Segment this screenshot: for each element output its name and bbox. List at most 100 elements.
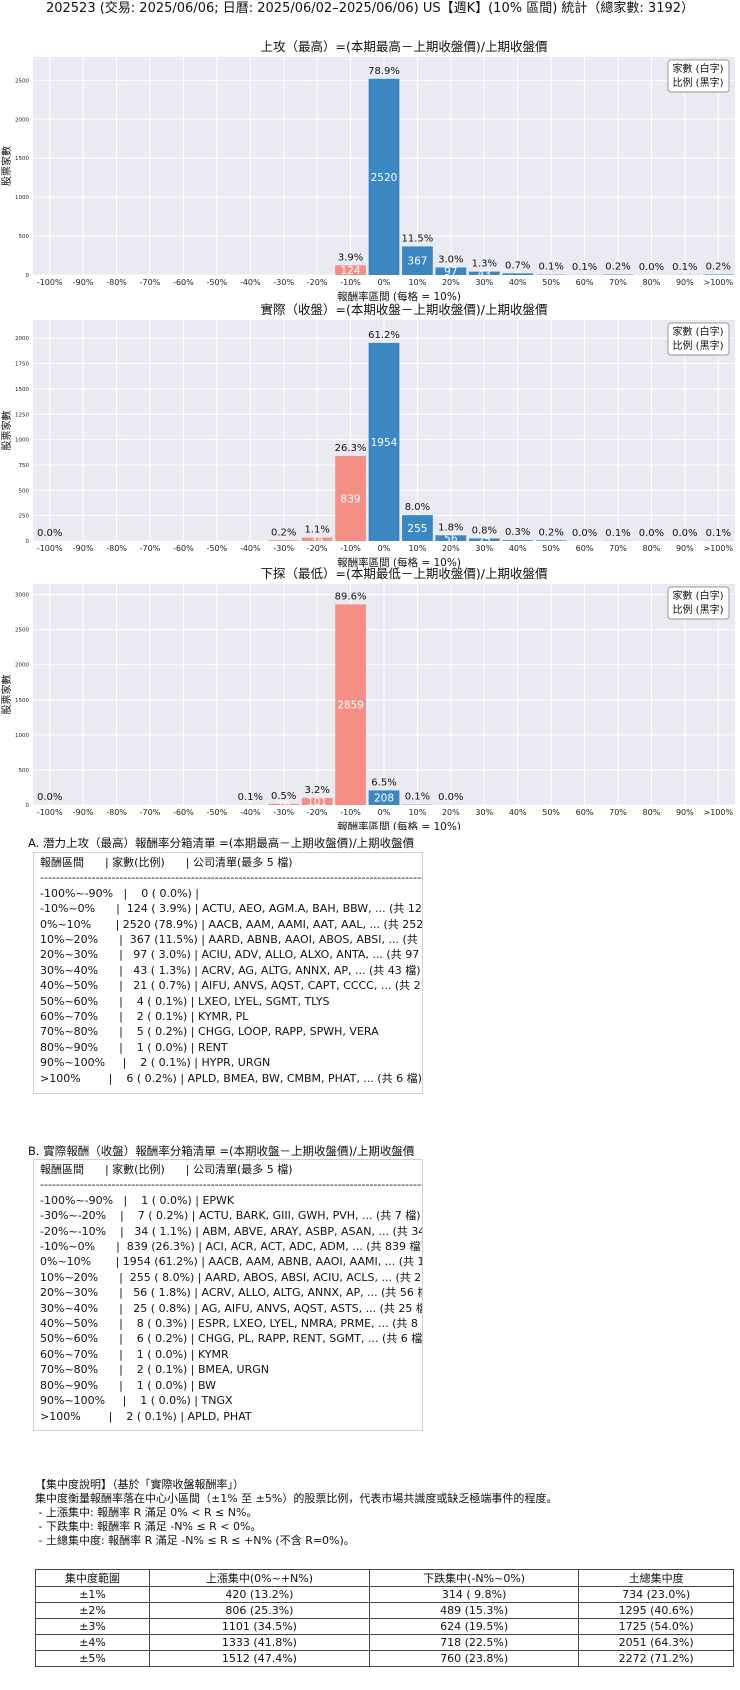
table-cell: 314 ( 9.8%) <box>368 1586 580 1603</box>
count-label: 101 <box>307 796 327 808</box>
y-tick-label: 2000 <box>15 117 29 123</box>
pct-label: 0.0% <box>639 528 664 539</box>
pct-label: 1.3% <box>472 259 497 270</box>
table-cell: 734 (23.0%) <box>578 1586 734 1603</box>
y-tick-label: 1000 <box>15 195 29 201</box>
note-line: - 土總集中度: 報酬率 R 滿足 -N% ≤ R ≤ +N% (不含 R=0%… <box>35 1534 355 1547</box>
count-label: 2520 <box>371 172 398 184</box>
note-line: 集中度衡量報酬率落在中心小區間（±1% 至 ±5%）的股票比例，代表市場共識度或… <box>35 1492 558 1505</box>
list-line: 20%~30% | 97 ( 3.0%) | ACIU, ADV, ALLO, … <box>40 948 423 962</box>
section-a-list: 報酬區間 | 家數(比例) | 公司清單(最多 5 檔) ------------… <box>33 852 423 1094</box>
y-tick-label: 500 <box>19 488 30 494</box>
table-cell: 1295 (40.6%) <box>578 1602 734 1619</box>
section-b-title: B. 實際報酬（收盤）報酬率分箱清單 =(本期收盤－上期收盤價)/上期收盤價 <box>28 1144 415 1158</box>
list-line: 70%~80% | 5 ( 0.2%) | CHGG, LOOP, RAPP, … <box>40 1025 379 1039</box>
pct-label: 0.1% <box>605 528 630 539</box>
x-tick-label: >100% <box>703 278 733 287</box>
y-axis-label: 股票家數 <box>0 411 13 451</box>
table-cell: 806 (25.3%) <box>148 1602 370 1619</box>
table-cell: 489 (15.3%) <box>368 1602 580 1619</box>
pct-label: 11.5% <box>402 233 434 244</box>
list-line: >100% | 2 ( 0.1%) | APLD, PHAT <box>40 1409 252 1423</box>
x-tick-label: -80% <box>106 544 127 553</box>
legend-item: 比例 (黑字) <box>673 603 724 616</box>
list-line: 0%~10% | 2520 (78.9%) | AACB, AAM, AAMI,… <box>40 917 423 931</box>
pct-label: 0.1% <box>238 792 263 803</box>
pct-label: 3.2% <box>304 785 329 796</box>
pct-label: 1.1% <box>304 525 329 536</box>
x-tick-label: -70% <box>140 808 161 817</box>
pct-label: 0.3% <box>505 527 530 538</box>
count-label: 56 <box>444 533 458 545</box>
table-cell: ±4% <box>35 1634 150 1651</box>
x-tick-label: -100% <box>37 808 63 817</box>
y-tick-label: 0 <box>26 273 30 279</box>
x-tick-label: -50% <box>207 544 228 553</box>
x-tick-label: -90% <box>73 278 94 287</box>
legend-item: 家數 (白字) <box>673 325 724 338</box>
pct-label: 0.0% <box>639 262 664 273</box>
table-cell: 1725 (54.0%) <box>578 1618 734 1635</box>
legend-box <box>667 586 730 620</box>
list-line: 70%~80% | 2 ( 0.1%) | BMEA, URGN <box>40 1363 269 1377</box>
note-line: - 上漲集中: 報酬率 R 滿足 0% < R ≤ N%。 <box>35 1506 258 1519</box>
pct-label: 8.0% <box>405 502 430 513</box>
bar-50% <box>535 540 567 541</box>
list-line: -30%~-20% | 7 ( 0.2%) | ACTU, BARK, GIII… <box>40 1209 421 1223</box>
y-tick-label: 2500 <box>15 78 29 84</box>
bar-30% <box>468 538 500 541</box>
table-cell: ±3% <box>35 1618 150 1635</box>
y-tick-label: 1500 <box>15 156 29 162</box>
list-line: 50%~60% | 6 ( 0.2%) | CHGG, PL, RAPP, RE… <box>40 1332 423 1346</box>
pct-label: 0.1% <box>572 262 597 273</box>
table-header: 上漲集中(0%~+N%) <box>148 1569 370 1587</box>
y-tick-label: 1000 <box>15 733 29 739</box>
x-tick-label: -40% <box>240 278 261 287</box>
x-tick-label: -70% <box>140 544 161 553</box>
pct-label: 0.8% <box>472 525 497 536</box>
bar-0% <box>368 790 400 805</box>
charts-area: 05001000150020002500上攻（最高）=(本期最高－上期收盤價)/… <box>0 39 735 830</box>
count-label: 2859 <box>337 700 364 712</box>
x-tick-label: 10% <box>409 278 427 287</box>
count-label: 208 <box>374 793 394 805</box>
x-tick-label: -10% <box>340 544 361 553</box>
table-cell: ±1% <box>35 1586 150 1603</box>
count-label: 97 <box>444 266 457 278</box>
x-tick-label: 40% <box>509 808 527 817</box>
pct-label: 1.8% <box>438 522 463 533</box>
y-tick-label: 3000 <box>15 593 29 599</box>
x-tick-label: -90% <box>73 544 94 553</box>
y-tick-label: 500 <box>19 768 30 774</box>
legend-box <box>667 59 730 93</box>
x-tick-label: >100% <box>703 544 733 553</box>
list-line: 報酬區間 | 家數(比例) | 公司清單(最多 5 檔) <box>40 1163 293 1176</box>
table-header: 土總集中度 <box>578 1569 734 1587</box>
list-line: 80%~90% | 1 ( 0.0%) | BW <box>40 1378 217 1392</box>
list-line: 30%~40% | 43 ( 1.3%) | ACRV, AG, ALTG, A… <box>40 963 421 977</box>
x-tick-label: -10% <box>340 808 361 817</box>
pct-label: 3.9% <box>338 252 363 263</box>
x-tick-label: 20% <box>442 544 460 553</box>
count-label: 1954 <box>371 437 398 449</box>
count-label: 25 <box>478 535 491 547</box>
legend: 家數 (白字)比例 (黑字) <box>667 59 730 93</box>
pct-label: 0.1% <box>405 792 430 803</box>
y-tick-label: 250 <box>19 514 30 520</box>
y-tick-label: 750 <box>19 463 30 469</box>
list-line: 60%~70% | 1 ( 0.0%) | KYMR <box>40 1347 229 1361</box>
x-tick-label: 90% <box>676 544 694 553</box>
pct-label: 0.7% <box>505 260 530 271</box>
list-line: 90%~100% | 1 ( 0.0%) | TNGX <box>40 1394 233 1408</box>
x-tick-label: 90% <box>676 278 694 287</box>
bar-10% <box>402 515 433 541</box>
bar--30% <box>268 540 300 541</box>
list-line: 10%~20% | 255 ( 8.0%) | AARD, ABOS, ABSI… <box>40 1270 423 1284</box>
x-tick-label: 80% <box>643 808 661 817</box>
x-tick-label: -80% <box>106 808 127 817</box>
x-tick-label: 70% <box>609 278 627 287</box>
list-line: 20%~30% | 56 ( 1.8%) | ACRV, ALLO, ALTG,… <box>40 1286 423 1300</box>
table-cell: 624 (19.5%) <box>368 1618 580 1635</box>
list-line: -10%~0% | 839 (26.3%) | ACI, ACR, ACT, A… <box>40 1240 423 1254</box>
table-row: ±2% 806 (25.3%) 489 (15.3%) 1295 (40.6%) <box>35 1602 734 1619</box>
